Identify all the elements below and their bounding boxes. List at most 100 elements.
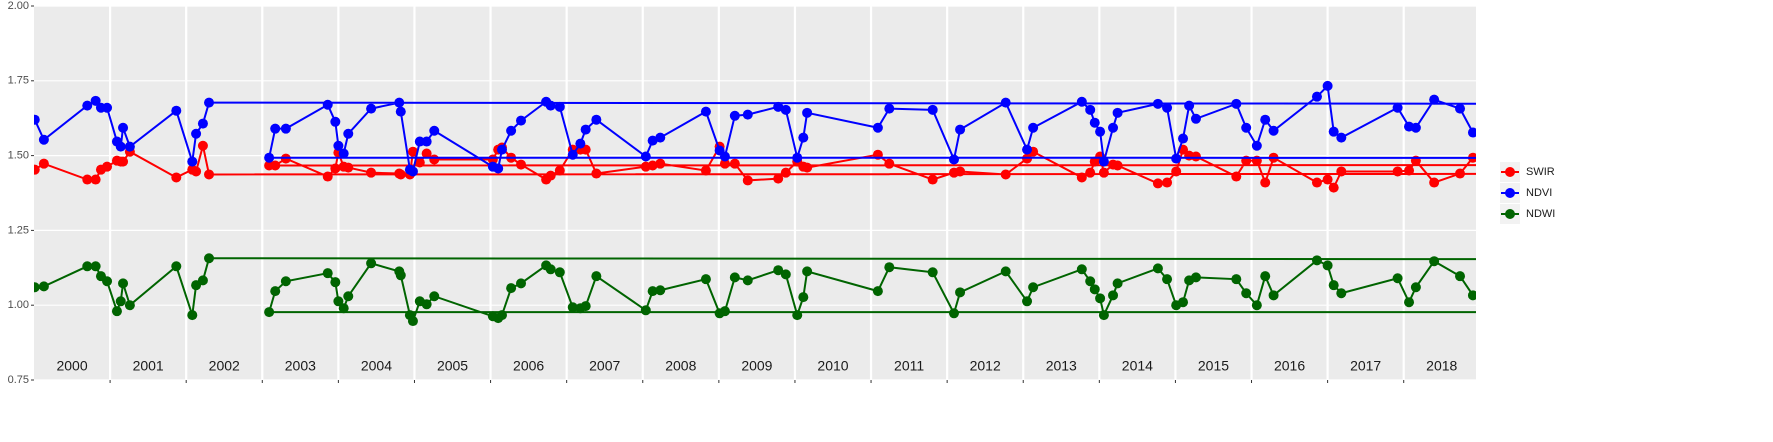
point: [516, 115, 527, 126]
year-label: 2018: [1426, 358, 1457, 374]
point: [1404, 165, 1415, 176]
year-label: 2015: [1198, 358, 1229, 374]
point: [1162, 102, 1173, 113]
point: [1455, 271, 1466, 282]
point: [1260, 177, 1271, 188]
point: [1178, 297, 1189, 308]
point: [1328, 280, 1339, 291]
point: [1098, 310, 1109, 321]
point: [38, 134, 49, 145]
point: [780, 167, 791, 178]
point: [1336, 166, 1347, 177]
point: [1095, 293, 1106, 304]
point: [780, 269, 791, 280]
point: [780, 104, 791, 115]
point: [1152, 178, 1163, 189]
point: [124, 141, 135, 152]
point: [414, 136, 425, 147]
point: [1089, 284, 1100, 295]
point: [1184, 100, 1195, 111]
point: [322, 268, 333, 279]
point: [1322, 260, 1333, 271]
point: [493, 163, 504, 174]
point: [655, 285, 666, 296]
point: [884, 158, 895, 169]
legend-point: [1505, 209, 1515, 219]
point: [1410, 282, 1421, 293]
point: [1322, 174, 1333, 185]
point: [270, 286, 281, 297]
point: [1392, 273, 1403, 284]
point: [1171, 153, 1182, 164]
point: [171, 105, 182, 116]
point: [1171, 166, 1182, 177]
point: [1108, 290, 1119, 301]
point: [1268, 290, 1279, 301]
point: [1260, 271, 1271, 282]
point: [366, 167, 377, 178]
point: [1098, 156, 1109, 167]
point: [197, 140, 208, 151]
point: [171, 261, 182, 272]
legend-label: NDVI: [1526, 187, 1552, 199]
point: [118, 278, 129, 289]
panel: [34, 6, 1476, 380]
point: [700, 274, 711, 285]
point: [38, 158, 49, 169]
point: [506, 283, 517, 294]
point: [1322, 80, 1333, 91]
point: [1268, 125, 1279, 136]
point: [545, 100, 556, 111]
year-label: 2011: [894, 358, 924, 374]
point: [414, 157, 425, 168]
year-label: 2004: [361, 358, 392, 374]
year-label: 2006: [513, 358, 544, 374]
point: [322, 171, 333, 182]
point: [90, 261, 101, 272]
point: [884, 103, 895, 114]
point: [567, 302, 578, 313]
point: [554, 267, 565, 278]
point: [1085, 167, 1096, 178]
point: [102, 276, 113, 287]
point: [111, 306, 122, 317]
point: [115, 296, 126, 307]
point: [343, 162, 354, 173]
point: [1336, 288, 1347, 299]
point: [270, 123, 281, 134]
year-label: 2008: [665, 358, 696, 374]
point: [338, 303, 349, 314]
legend-label: NDWI: [1526, 208, 1555, 220]
point: [421, 299, 432, 310]
point: [872, 122, 883, 133]
point: [204, 97, 215, 108]
point: [429, 291, 440, 302]
point: [82, 174, 93, 185]
y-tick-label: 0.75: [8, 374, 29, 386]
point: [1328, 182, 1339, 193]
point: [366, 258, 377, 269]
point: [719, 151, 730, 162]
point: [264, 307, 275, 318]
point: [204, 169, 215, 180]
point: [1190, 272, 1201, 283]
point: [580, 301, 591, 312]
point: [496, 144, 507, 155]
point: [1112, 278, 1123, 289]
point: [655, 158, 666, 169]
point: [1251, 140, 1262, 151]
point: [580, 124, 591, 135]
year-label: 2001: [133, 358, 164, 374]
point: [118, 156, 129, 167]
point: [1076, 264, 1087, 275]
point: [34, 282, 40, 293]
point: [591, 114, 602, 125]
point: [421, 148, 432, 159]
point: [124, 300, 135, 311]
point: [1410, 122, 1421, 133]
point: [1311, 91, 1322, 102]
plot-area: [34, 80, 1476, 327]
point: [872, 286, 883, 297]
point: [407, 166, 418, 177]
point: [34, 114, 40, 125]
